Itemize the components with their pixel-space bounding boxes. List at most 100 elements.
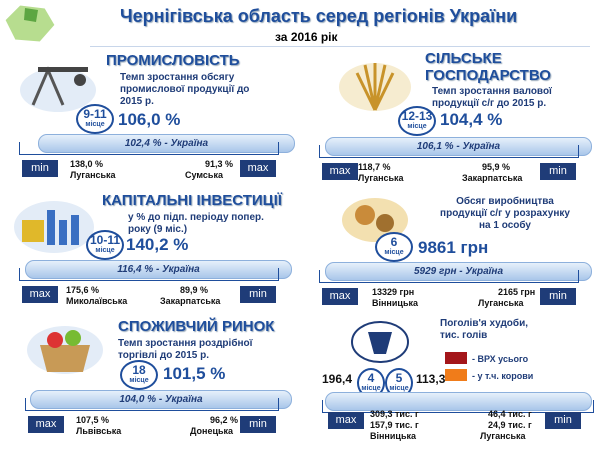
legend-label: - ВРХ усього [472,354,529,364]
region-value: 157,9 тис. г [370,420,419,430]
region-value: 175,6 % [66,285,100,295]
panel-description: Обсяг виробництва продукції с/г у розрах… [440,196,570,231]
rank: 10-11 [89,233,121,247]
ukraine-bar: 5929 грн - Україна [325,262,592,281]
panel-value: 104,4 % [440,110,503,129]
region-value: 46,4 тис. г [488,409,532,419]
investment-icon [14,201,94,253]
region-value: 95,9 % [482,162,511,172]
right-box: min [240,416,276,433]
region-value: 118,7 % [358,162,391,172]
ukraine-bar: 102,4 % - Україна [38,134,295,153]
right-box: max [240,160,276,177]
cow-icon [351,321,409,363]
rank-badge: 12-13 місце [398,106,436,136]
panel-title: СІЛЬСЬКЕ ГОСПОДАРСТВО [425,50,551,84]
left-box: max [22,286,58,303]
region-value: 107,5 % [76,415,110,425]
total-value: 196,4 [322,372,353,386]
right-box: min [540,288,576,305]
left-box: max [322,288,358,305]
bracket [319,145,579,158]
rank: 18 [132,363,146,377]
region-value: 91,3 % [205,159,234,169]
rank: 12-13 [401,109,433,123]
region-name: Луганська [478,298,524,308]
ukraine-bar: 104,0 % - Україна [30,390,292,409]
industry-icon [20,66,96,112]
legend-swatch [445,369,467,381]
legend-label: - у т.ч. корови [472,371,534,381]
region-name: Луганська [70,170,116,180]
rank-unit: місце [361,385,381,392]
region-value: 2165 грн [498,287,536,297]
bracket [322,400,594,413]
panel-title: КАПІТАЛЬНІ ІНВЕСТИЦІЇ [102,192,282,209]
left-box: max [322,163,358,180]
region-value: 13329 грн [372,287,415,297]
region-name: Луганська [480,431,526,441]
panel-title: СПОЖИВЧИЙ РИНОК [118,318,275,335]
rank: 9-11 [83,107,107,121]
panel-value: 9861 грн [418,238,489,257]
region-name: Львівська [76,426,122,436]
bar [325,392,592,411]
panel-title: Поголів'я худоби, тис. голів [440,318,529,341]
region-value: 89,9 % [180,285,209,295]
title: Чернігівська область серед регіонів Укра… [120,6,518,26]
rank-unit: місце [129,377,149,384]
rank-badge: 18 місце [120,360,158,390]
rank-badge: 6 місце [375,232,413,262]
region-name: Сумська [185,170,223,180]
rank: 6 [390,235,398,249]
panel-value: 101,5 % [163,364,226,383]
cows-value: 113,3 [416,372,446,386]
rank-unit: місце [389,385,409,392]
min-box: min [545,412,581,429]
right-box: min [240,286,276,303]
food-icon [342,198,408,242]
panel-description: у % до підп. періоду попер. року (9 міс.… [128,212,264,235]
right-box: min [540,163,576,180]
region-value: 309,3 тис. г [370,409,419,419]
bracket [19,268,279,281]
rank-unit: місце [95,247,115,254]
region-name: Вінницька [372,298,418,308]
panel-value: 140,2 % [126,235,189,254]
left-box: max [28,416,64,433]
agro-icon [339,63,411,111]
market-icon [27,326,103,374]
bracket [19,142,279,155]
region-value: 96,2 % [210,415,239,425]
rank: 4 [367,371,375,385]
rank-badge: 10-11 місце [86,230,124,260]
panel-value: 106,0 % [118,110,181,129]
region-name: Донецька [190,426,234,436]
subtitle: за 2016 рік [275,30,338,44]
panel-title: ПРОМИСЛОВІСТЬ [106,52,240,69]
ukraine-bar: 116,4 % - Україна [25,260,292,279]
map-icon [4,4,56,43]
rank-unit: місце [85,121,105,128]
max-box: max [328,412,364,429]
rank-unit: місце [407,123,427,130]
region-name: Закарпатська [160,296,221,306]
bracket [319,270,579,283]
ukraine-bar: 106,1 % - Україна [325,137,592,156]
region-name: Миколаївська [66,296,128,306]
panel-description: Темп зростання валової продукції с/г до … [432,86,552,109]
region-name: Луганська [358,173,404,183]
panel-description: Темп зростання обсягу промислової продук… [120,72,250,107]
legend-swatch [445,352,467,364]
rank: 5 [395,371,403,385]
region-name: Вінницька [370,431,416,441]
divider [90,46,590,47]
rank-badge: 9-11 місце [76,104,114,134]
panel-description: Темп зростання роздрібної торгівлі до 20… [118,338,253,361]
left-box: min [22,160,58,177]
bracket [25,398,279,411]
rank-unit: місце [384,249,404,256]
region-value: 24,9 тис. г [488,420,532,430]
region-name: Закарпатська [462,173,523,183]
